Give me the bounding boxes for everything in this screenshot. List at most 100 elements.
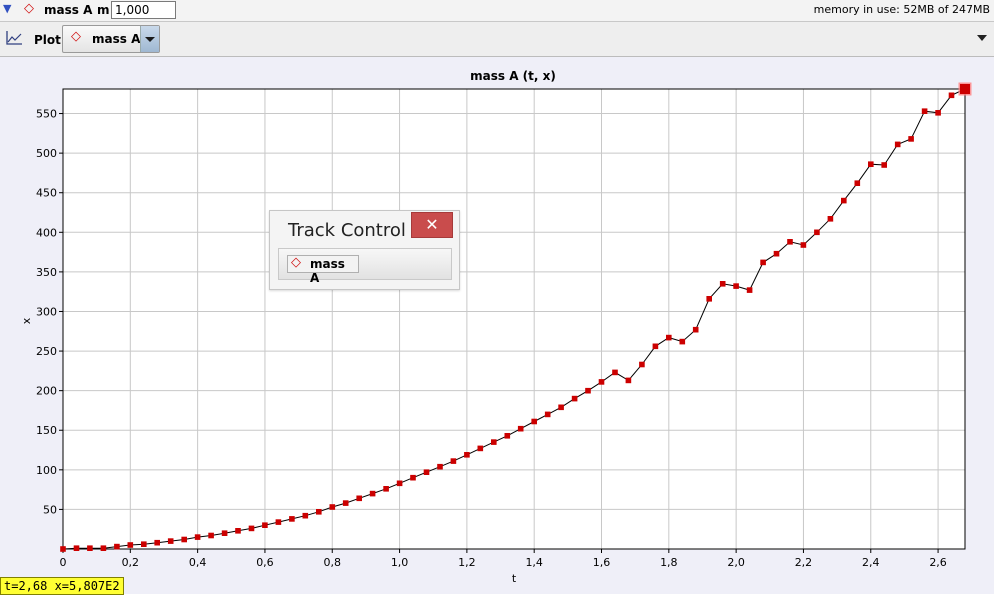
data-point[interactable] — [571, 395, 578, 402]
data-point[interactable] — [652, 343, 659, 350]
diamond-icon: ◇ — [291, 255, 301, 270]
y-tick-label: 250 — [36, 345, 57, 358]
data-point[interactable] — [504, 433, 511, 439]
data-point[interactable] — [598, 379, 605, 385]
data-points — [60, 82, 972, 552]
plot-select-value: mass A — [92, 32, 141, 46]
data-point[interactable] — [612, 369, 618, 376]
data-point[interactable] — [423, 469, 430, 475]
mass-input[interactable]: 1,000 — [111, 1, 176, 19]
data-point[interactable] — [948, 92, 955, 99]
data-point[interactable] — [921, 108, 928, 114]
data-point[interactable] — [814, 229, 820, 236]
data-point[interactable] — [585, 387, 591, 394]
data-point[interactable] — [639, 361, 645, 368]
chevron-down-icon[interactable] — [140, 26, 159, 52]
x-tick-label: 2,2 — [795, 556, 813, 569]
data-point[interactable] — [491, 439, 497, 445]
y-tick-label: 100 — [36, 464, 57, 477]
data-point[interactable] — [181, 536, 187, 543]
data-point[interactable] — [854, 180, 861, 186]
y-tick-label: 500 — [36, 147, 57, 160]
data-point[interactable] — [369, 490, 376, 497]
data-point[interactable] — [221, 530, 228, 536]
data-point[interactable] — [248, 525, 255, 532]
data-point[interactable] — [316, 509, 322, 515]
x-tick-label: 2,6 — [929, 556, 947, 569]
plot-background — [63, 89, 965, 549]
data-point[interactable] — [960, 84, 970, 94]
data-point[interactable] — [558, 404, 564, 411]
y-tick-label: 300 — [36, 305, 57, 318]
data-point[interactable] — [342, 500, 349, 506]
data-point[interactable] — [908, 136, 914, 142]
data-point[interactable] — [881, 162, 887, 168]
data-point[interactable] — [477, 445, 484, 452]
track-item-label: mass A — [310, 257, 345, 285]
data-point[interactable] — [827, 216, 834, 222]
data-point[interactable] — [746, 287, 753, 293]
x-tick-label: 1,8 — [660, 556, 678, 569]
data-point[interactable] — [167, 538, 174, 544]
data-point[interactable] — [544, 411, 551, 418]
data-point[interactable] — [289, 516, 295, 522]
close-button[interactable]: ✕ — [411, 212, 453, 238]
data-point[interactable] — [356, 495, 362, 502]
data-point[interactable] — [87, 545, 93, 551]
triangle-down-icon[interactable]: ▼ — [3, 2, 12, 15]
data-point[interactable] — [773, 250, 780, 257]
data-point[interactable] — [719, 281, 726, 287]
x-tick-label: 0,6 — [256, 556, 274, 569]
data-point[interactable] — [100, 545, 107, 551]
data-point[interactable] — [868, 161, 874, 167]
data-point[interactable] — [935, 110, 941, 116]
data-point[interactable] — [235, 528, 241, 534]
data-point[interactable] — [800, 242, 807, 248]
y-tick-label: 150 — [36, 424, 57, 437]
data-point[interactable] — [464, 452, 470, 458]
data-point[interactable] — [208, 532, 214, 539]
data-point[interactable] — [760, 259, 766, 266]
data-point[interactable] — [275, 519, 282, 525]
data-point[interactable] — [127, 542, 134, 548]
data-point[interactable] — [679, 338, 686, 345]
data-point[interactable] — [706, 296, 712, 302]
data-point[interactable] — [114, 543, 120, 550]
particle-name: mass A — [44, 3, 93, 17]
data-point[interactable] — [625, 377, 632, 384]
track-item-chip[interactable]: ◇ mass A — [287, 255, 359, 285]
data-point[interactable] — [841, 197, 847, 204]
plot-select[interactable]: ◇ mass A — [62, 25, 160, 53]
x-tick-label: 2,4 — [862, 556, 880, 569]
data-point[interactable] — [329, 504, 336, 510]
data-point[interactable] — [262, 522, 268, 528]
data-point[interactable] — [437, 463, 443, 470]
triangle-down-icon[interactable] — [976, 32, 988, 46]
data-point[interactable] — [396, 480, 403, 487]
x-tick-label: 0,8 — [324, 556, 342, 569]
data-point[interactable] — [154, 539, 160, 546]
data-point[interactable] — [531, 418, 537, 425]
particle-toolbar: ▼ ◇ mass A m 1,000 memory in use: 52MB o… — [0, 0, 994, 22]
data-point[interactable] — [666, 334, 672, 341]
data-point[interactable] — [787, 239, 793, 245]
grid — [63, 89, 965, 549]
data-point[interactable] — [692, 326, 699, 333]
memory-status: memory in use: 52MB of 247MB — [813, 3, 990, 16]
x-tick-label: 1,2 — [458, 556, 476, 569]
data-point[interactable] — [194, 534, 201, 540]
data-point[interactable] — [383, 486, 389, 492]
data-point[interactable] — [141, 541, 147, 547]
data-point[interactable] — [517, 425, 524, 432]
track-control-dialog[interactable]: Track Control ✕ ◇ mass A — [269, 210, 460, 290]
track-item[interactable]: ◇ mass A — [278, 248, 452, 285]
data-point[interactable] — [894, 141, 901, 148]
plot-canvas[interactable]: 0 0,2 0,4 0,6 0,8 1,0 1,2 1,4 1,6 1,8 2,0 2,2 2,4 2,6… — [0, 57, 994, 594]
data-point[interactable] — [733, 283, 739, 289]
data-point[interactable] — [302, 512, 309, 519]
y-axis-label: x — [20, 317, 33, 324]
data-point[interactable] — [60, 546, 66, 552]
data-point[interactable] — [73, 545, 80, 551]
data-point[interactable] — [410, 474, 416, 481]
data-point[interactable] — [450, 458, 457, 464]
